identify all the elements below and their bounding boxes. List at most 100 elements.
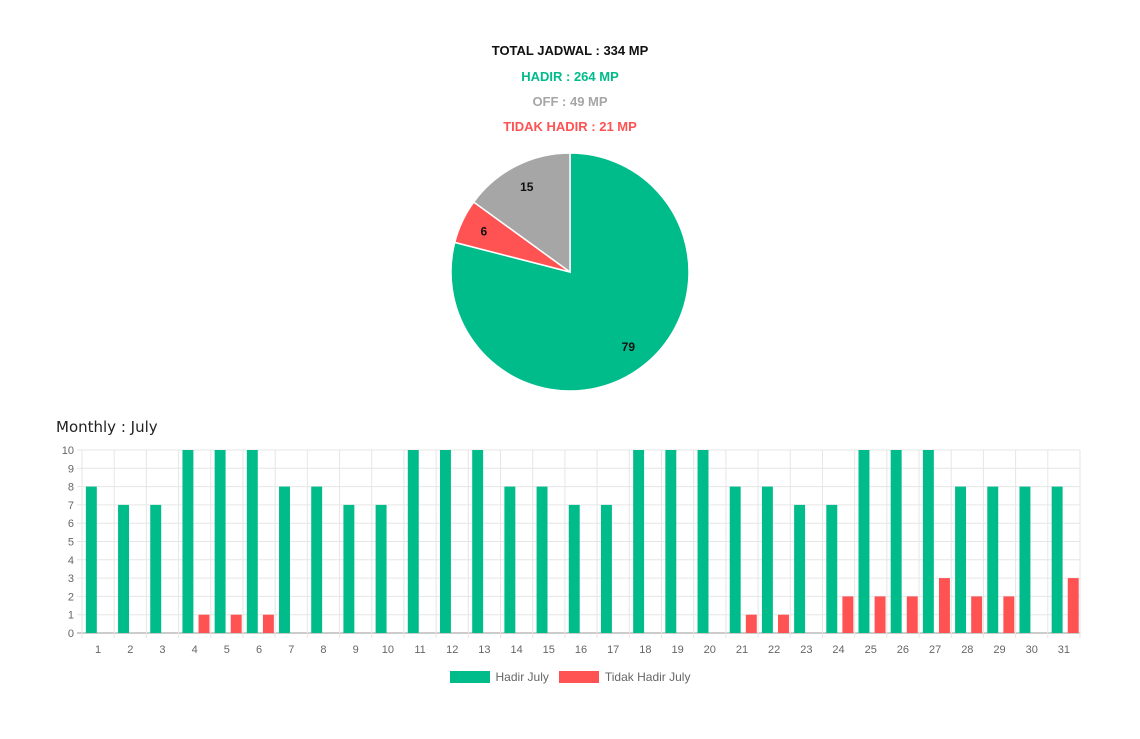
x-tick-label: 28	[961, 644, 973, 656]
bar-hadir[interactable]	[472, 450, 484, 633]
bar-hadir[interactable]	[150, 504, 162, 633]
bar-hadir[interactable]	[890, 450, 902, 633]
x-tick-label: 5	[224, 644, 230, 656]
bar-hadir[interactable]	[118, 504, 130, 633]
legend-swatch-tidak-hadir	[558, 671, 599, 683]
pie-slice-label: 6	[481, 224, 488, 238]
bar-hadir[interactable]	[279, 486, 290, 633]
bar-hadir[interactable]	[214, 450, 226, 633]
x-tick-label: 4	[192, 644, 198, 656]
bar-tidak-hadir[interactable]	[778, 614, 789, 633]
bar-hadir[interactable]	[311, 486, 323, 633]
pie-slice-15[interactable]	[472, 152, 571, 274]
y-tick-label: 8	[68, 482, 74, 494]
x-tick-label: 18	[639, 644, 651, 656]
bar-tidak-hadir[interactable]	[262, 614, 274, 633]
x-tick-label: 21	[736, 644, 748, 656]
bar-tidak-hadir[interactable]	[874, 596, 886, 633]
bar-hadir[interactable]	[407, 450, 419, 633]
bar-tidak-hadir[interactable]	[1067, 578, 1079, 633]
x-tick-label: 27	[929, 644, 941, 656]
bar-hadir[interactable]	[858, 450, 870, 633]
total-schedule-label: TOTAL JADWAL : 334 MP	[491, 43, 649, 58]
x-tick-label: 17	[607, 644, 619, 656]
legend-label-hadir: Hadir July	[495, 670, 549, 684]
x-tick-label: 19	[671, 644, 683, 656]
x-tick-label: 25	[865, 644, 877, 656]
bar-hadir[interactable]	[1019, 486, 1031, 633]
bar-hadir[interactable]	[697, 450, 709, 633]
x-tick-label: 11	[414, 644, 425, 656]
bar-hadir[interactable]	[633, 450, 645, 633]
chart-legend: Hadir July Tidak Hadir July	[0, 670, 1140, 684]
x-tick-label: 26	[897, 644, 909, 656]
bar-hadir[interactable]	[987, 486, 999, 633]
bar-hadir[interactable]	[665, 450, 677, 633]
bar-hadir[interactable]	[922, 450, 934, 633]
bar-hadir[interactable]	[729, 486, 741, 633]
x-tick-label: 2	[127, 644, 133, 656]
x-tick-label: 22	[768, 644, 780, 656]
bar-hadir[interactable]	[246, 450, 258, 633]
legend-label-tidak-hadir: Tidak Hadir July	[604, 670, 691, 684]
x-tick-label: 29	[993, 644, 1005, 656]
x-tick-label: 20	[704, 644, 716, 656]
x-tick-label: 31	[1058, 644, 1070, 656]
bar-hadir[interactable]	[375, 504, 387, 633]
bar-tidak-hadir[interactable]	[906, 596, 918, 633]
x-tick-label: 8	[320, 644, 326, 656]
bar-tidak-hadir[interactable]	[971, 596, 983, 633]
legend-item-tidak-hadir[interactable]: Tidak Hadir July	[558, 670, 691, 684]
y-tick-label: 2	[68, 591, 74, 603]
x-tick-label: 16	[575, 644, 587, 656]
x-tick-label: 24	[832, 644, 844, 656]
x-tick-label: 7	[288, 644, 294, 656]
y-tick-label: 3	[68, 573, 74, 585]
x-tick-label: 23	[800, 644, 812, 656]
attendance-pie-chart: 79 6 15	[450, 152, 690, 392]
legend-swatch-hadir	[449, 671, 490, 683]
monthly-title: Monthly : July	[56, 418, 158, 436]
bar-hadir[interactable]	[955, 486, 967, 633]
x-tick-label: 3	[159, 644, 165, 656]
bar-hadir[interactable]	[343, 504, 355, 633]
x-tick-label: 9	[353, 644, 359, 656]
bar-hadir[interactable]	[85, 486, 97, 633]
bar-tidak-hadir[interactable]	[1003, 596, 1015, 633]
bar-hadir[interactable]	[826, 504, 838, 633]
x-tick-label: 30	[1026, 644, 1038, 656]
y-tick-label: 5	[68, 537, 74, 549]
present-label: HADIR : 264 MP	[521, 69, 619, 84]
bar-tidak-hadir[interactable]	[842, 596, 854, 633]
bar-hadir[interactable]	[439, 450, 451, 633]
x-tick-label: 12	[446, 644, 458, 656]
x-tick-label: 14	[510, 644, 522, 656]
legend-item-hadir[interactable]: Hadir July	[449, 670, 549, 684]
y-tick-label: 4	[68, 555, 74, 567]
bar-hadir[interactable]	[761, 486, 773, 633]
bar-hadir[interactable]	[182, 450, 194, 633]
y-tick-label: 1	[68, 610, 74, 622]
x-tick-label: 10	[382, 644, 394, 656]
bar-tidak-hadir[interactable]	[938, 578, 950, 633]
absent-label: TIDAK HADIR : 21 MP	[503, 119, 637, 134]
y-tick-label: 9	[68, 463, 74, 475]
bar-hadir[interactable]	[568, 504, 580, 633]
x-tick-label: 13	[478, 644, 490, 656]
bar-hadir[interactable]	[600, 504, 612, 633]
pie-slice-label: 15	[520, 180, 534, 194]
y-tick-label: 6	[68, 518, 74, 530]
bar-tidak-hadir[interactable]	[198, 614, 210, 633]
y-tick-label: 0	[68, 628, 74, 640]
bar-hadir[interactable]	[536, 486, 548, 633]
bar-tidak-hadir[interactable]	[230, 614, 242, 633]
bar-tidak-hadir[interactable]	[745, 614, 757, 633]
y-tick-label: 10	[62, 445, 74, 457]
x-tick-label: 6	[256, 644, 262, 656]
x-tick-label: 1	[95, 644, 101, 656]
bar-hadir[interactable]	[504, 486, 516, 633]
bar-hadir[interactable]	[1051, 486, 1063, 633]
bar-hadir[interactable]	[794, 504, 806, 633]
off-label: OFF : 49 MP	[532, 94, 608, 109]
